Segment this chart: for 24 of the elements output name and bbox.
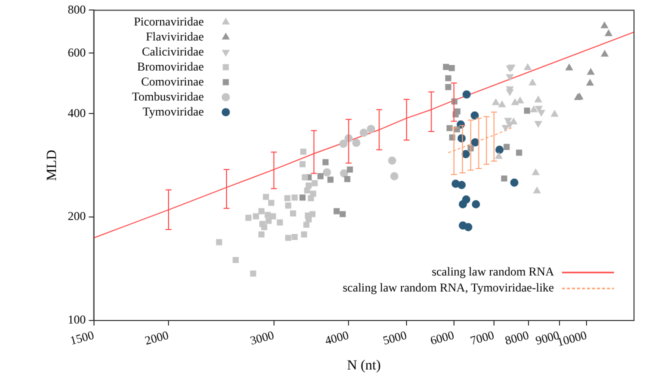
x-tick-label: 8000 [503,328,530,348]
legend-label: scaling law random RNA [432,264,554,279]
x-tick-label: 7000 [468,328,496,348]
legend-label: Caliciviridae [142,44,204,58]
legend-label: Tymoviridae [142,104,204,118]
y-tick-label: 600 [68,45,86,60]
x-tick-label: 2000 [143,328,170,348]
x-tick-label: 3000 [248,328,276,348]
legend-label: Flaviviridae [146,29,204,44]
legend-label: Comovirinae [141,74,204,88]
x-tick-label: 6000 [428,328,456,348]
legend-label: Tombusviridae [132,89,204,104]
y-tick-label: 400 [68,106,86,120]
legend-label: Bromoviridae [137,59,204,74]
x-tick-label: 4000 [323,328,350,348]
x-tick-label: 5000 [381,328,408,348]
y-axis-title: MLD [45,150,60,181]
y-tick-label: 100 [68,312,86,327]
x-tick-label: 1500 [68,328,96,348]
y-tick-label: 800 [68,2,86,16]
legend-label: Picornaviridae [134,14,204,28]
legend-label: scaling law random RNA, Tymoviridae-like [342,280,554,295]
y-tick-label: 200 [68,209,86,224]
x-axis-title: N (nt) [346,358,382,374]
